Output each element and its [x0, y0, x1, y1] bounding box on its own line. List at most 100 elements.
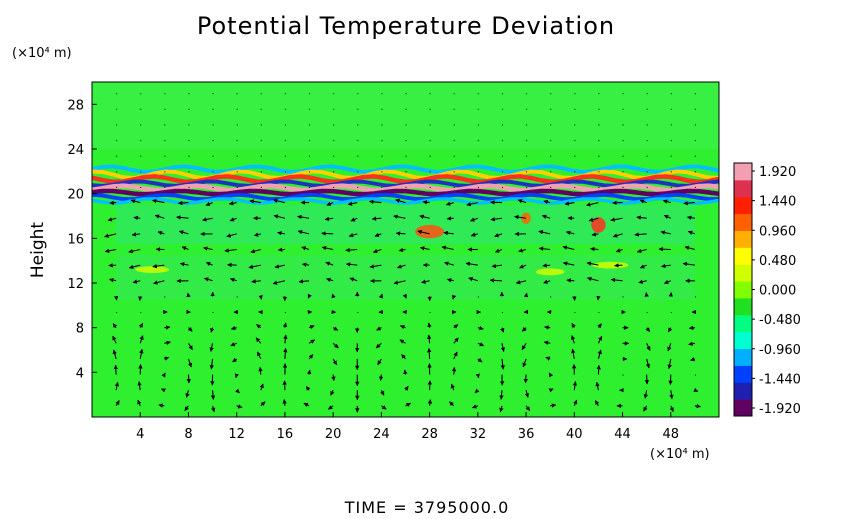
wind-vector — [255, 337, 262, 344]
wind-vector — [429, 124, 431, 126]
wind-vector — [164, 171, 166, 173]
wind-vector — [519, 264, 527, 269]
wind-vector — [308, 354, 314, 360]
x-axis: 4 8 12 16 20 24 28 32 36 40 44 48 — [136, 412, 679, 442]
wind-vector — [184, 405, 189, 411]
wind-vector — [591, 232, 599, 237]
wind-vector — [229, 217, 237, 222]
wind-vector — [453, 337, 459, 344]
wind-vector — [139, 348, 144, 360]
colorbar-segment — [734, 163, 752, 181]
wind-vector — [357, 124, 359, 126]
wind-vector — [130, 199, 141, 204]
wind-vector — [137, 381, 142, 391]
wind-vector — [475, 373, 480, 379]
wind-vector — [548, 388, 554, 393]
wind-vector — [211, 405, 216, 413]
wind-vector — [306, 369, 312, 375]
wind-vector — [158, 403, 165, 408]
wind-vector — [133, 215, 141, 221]
wind-vector — [260, 171, 262, 173]
wind-vector — [138, 322, 144, 328]
wind-vector — [543, 199, 551, 205]
y-axis-unit: (×10⁴ m) — [12, 46, 72, 61]
wind-vector — [112, 349, 117, 360]
wind-vector — [550, 171, 552, 173]
wind-vector — [321, 231, 334, 236]
wind-vector — [128, 264, 141, 270]
wind-vector — [453, 155, 455, 157]
wind-vector — [453, 186, 455, 188]
wind-vector — [574, 186, 576, 188]
wind-vector — [669, 405, 674, 413]
wind-vector — [477, 342, 485, 347]
x-tick-label: 4 — [136, 427, 144, 442]
wind-vector — [645, 327, 651, 333]
wind-vector — [157, 230, 165, 236]
wind-vector — [297, 214, 310, 220]
wind-vector — [517, 199, 527, 204]
wind-vector — [499, 390, 504, 400]
wind-vector — [140, 93, 142, 95]
wind-vector — [646, 312, 648, 314]
wind-vector — [526, 108, 528, 110]
wind-vector — [398, 247, 406, 253]
wind-vector — [646, 186, 648, 188]
wind-vector — [401, 354, 406, 360]
wind-vector — [369, 199, 382, 204]
wind-vector — [140, 155, 142, 157]
wind-vector — [376, 326, 382, 331]
wind-vector — [477, 325, 484, 331]
wind-vector — [140, 186, 142, 188]
wind-vector — [202, 217, 213, 222]
wind-vector — [417, 229, 430, 235]
wind-vector — [161, 372, 166, 378]
wind-vector — [670, 108, 672, 110]
wind-vector — [333, 171, 335, 173]
wind-vector — [670, 124, 672, 126]
wind-vector — [562, 245, 575, 251]
wind-vector — [128, 248, 141, 254]
wind-vector — [477, 155, 479, 157]
wind-vector — [453, 93, 455, 95]
wind-vector — [594, 400, 600, 407]
wind-vector — [514, 214, 527, 220]
wind-vector — [550, 140, 552, 142]
wind-vector — [399, 339, 406, 344]
wind-vector — [230, 342, 237, 347]
colorbar: 1.920 1.440 0.960 0.480 0.000 -0.480 -0.960 -1.… — [733, 162, 801, 417]
y-tick-label: 28 — [67, 98, 84, 113]
wind-vector — [116, 155, 118, 157]
wind-vector — [501, 186, 503, 188]
wind-vector — [188, 108, 190, 110]
wind-vector — [477, 108, 479, 110]
tropopause-band — [91, 183, 720, 193]
wind-vector — [139, 335, 144, 344]
wind-vector — [236, 404, 243, 409]
wind-vector — [421, 279, 430, 284]
x-tick-label: 36 — [518, 427, 535, 442]
wind-vector — [523, 292, 529, 298]
wind-vector — [429, 312, 431, 314]
wind-vector — [377, 358, 382, 366]
wind-vector — [164, 140, 166, 142]
wind-vector — [524, 390, 530, 398]
wind-vector — [453, 171, 455, 173]
wind-vector — [160, 388, 166, 393]
wind-vector — [381, 405, 387, 410]
colorbar-segment — [734, 399, 752, 417]
wind-vector — [444, 261, 454, 266]
wind-vector — [429, 155, 431, 157]
anomaly-blob — [135, 266, 170, 273]
wind-vector — [453, 124, 455, 126]
wind-vector — [646, 140, 648, 142]
wind-vector — [612, 233, 623, 238]
wind-vector — [395, 198, 406, 204]
wind-vector — [116, 93, 118, 95]
wind-vector — [610, 277, 623, 283]
wind-vector — [349, 277, 358, 282]
wind-vector — [562, 261, 575, 266]
wind-vector — [260, 155, 262, 157]
wind-vector — [188, 140, 190, 142]
